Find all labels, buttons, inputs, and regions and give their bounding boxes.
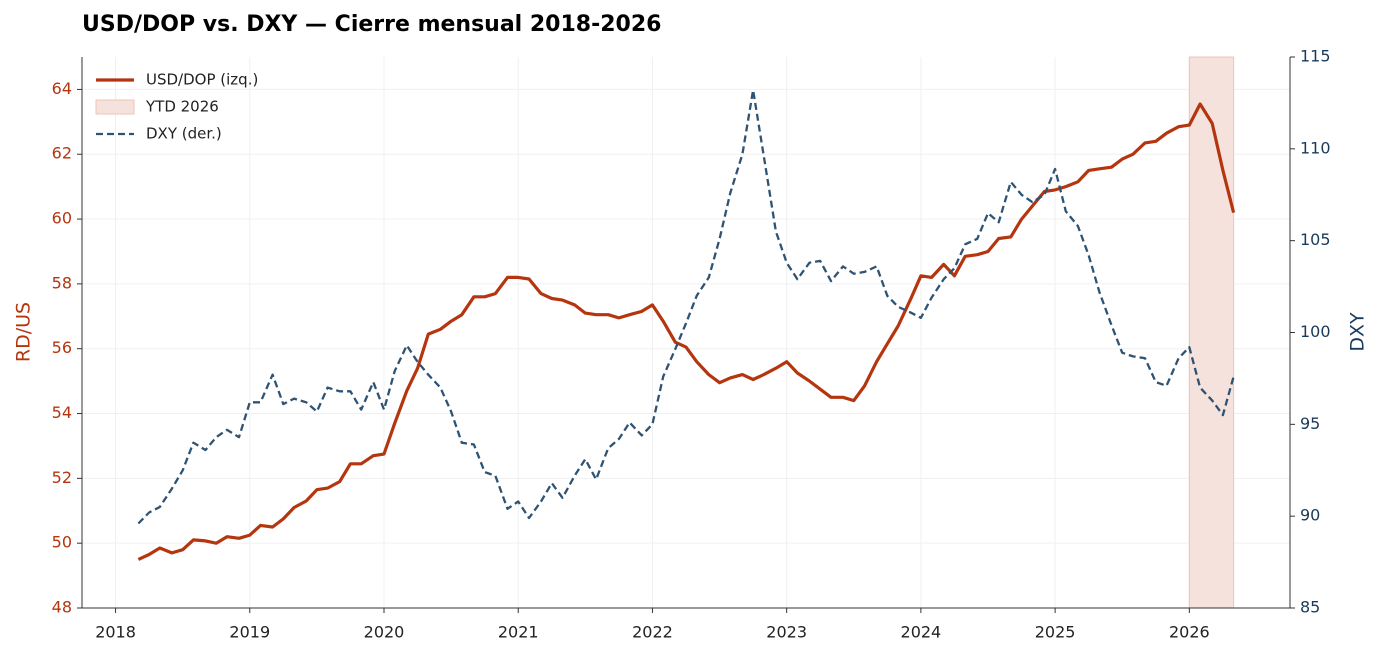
x-tick-label: 2018 bbox=[95, 623, 136, 642]
y-tick-label: 52 bbox=[52, 468, 72, 487]
x-tick-label: 2024 bbox=[901, 623, 942, 642]
x-tick-label: 2021 bbox=[498, 623, 539, 642]
x-tick-label: 2026 bbox=[1169, 623, 1210, 642]
x-tick-label: 2022 bbox=[632, 623, 673, 642]
legend-label: DXY (der.) bbox=[146, 125, 222, 143]
y-tick-label: 50 bbox=[52, 533, 72, 552]
y2-tick-label: 95 bbox=[1300, 414, 1320, 433]
y-tick-label: 54 bbox=[52, 403, 72, 422]
y2-tick-label: 90 bbox=[1300, 506, 1320, 525]
y-tick-label: 58 bbox=[52, 273, 72, 292]
y-tick-label: 62 bbox=[52, 144, 72, 163]
y2-tick-label: 85 bbox=[1300, 598, 1320, 617]
y2-tick-label: 105 bbox=[1300, 230, 1331, 249]
y-tick-label: 56 bbox=[52, 338, 72, 357]
y-axis-label: RD/US bbox=[13, 302, 35, 362]
legend-label: USD/DOP (izq.) bbox=[146, 71, 258, 89]
ytd-shade bbox=[1188, 56, 1235, 609]
x-tick-label: 2019 bbox=[229, 623, 270, 642]
chart-title: USD/DOP vs. DXY — Cierre mensual 2018-20… bbox=[82, 12, 661, 37]
series-line bbox=[137, 102, 1236, 561]
x-tick-label: 2023 bbox=[766, 623, 807, 642]
y-tick-label: 60 bbox=[52, 209, 72, 228]
legend-swatch bbox=[95, 99, 135, 115]
y-tick-label: 64 bbox=[52, 79, 72, 98]
x-tick-label: 2025 bbox=[1035, 623, 1076, 642]
legend-label: YTD 2026 bbox=[145, 98, 219, 116]
y-tick-label: 48 bbox=[52, 598, 72, 617]
y2-tick-label: 100 bbox=[1300, 322, 1331, 341]
x-tick-label: 2020 bbox=[364, 623, 405, 642]
y2-axis-label: DXY bbox=[1347, 312, 1369, 352]
y2-tick-label: 110 bbox=[1300, 138, 1331, 157]
y2-tick-label: 115 bbox=[1300, 47, 1331, 66]
series-line bbox=[137, 88, 1235, 525]
